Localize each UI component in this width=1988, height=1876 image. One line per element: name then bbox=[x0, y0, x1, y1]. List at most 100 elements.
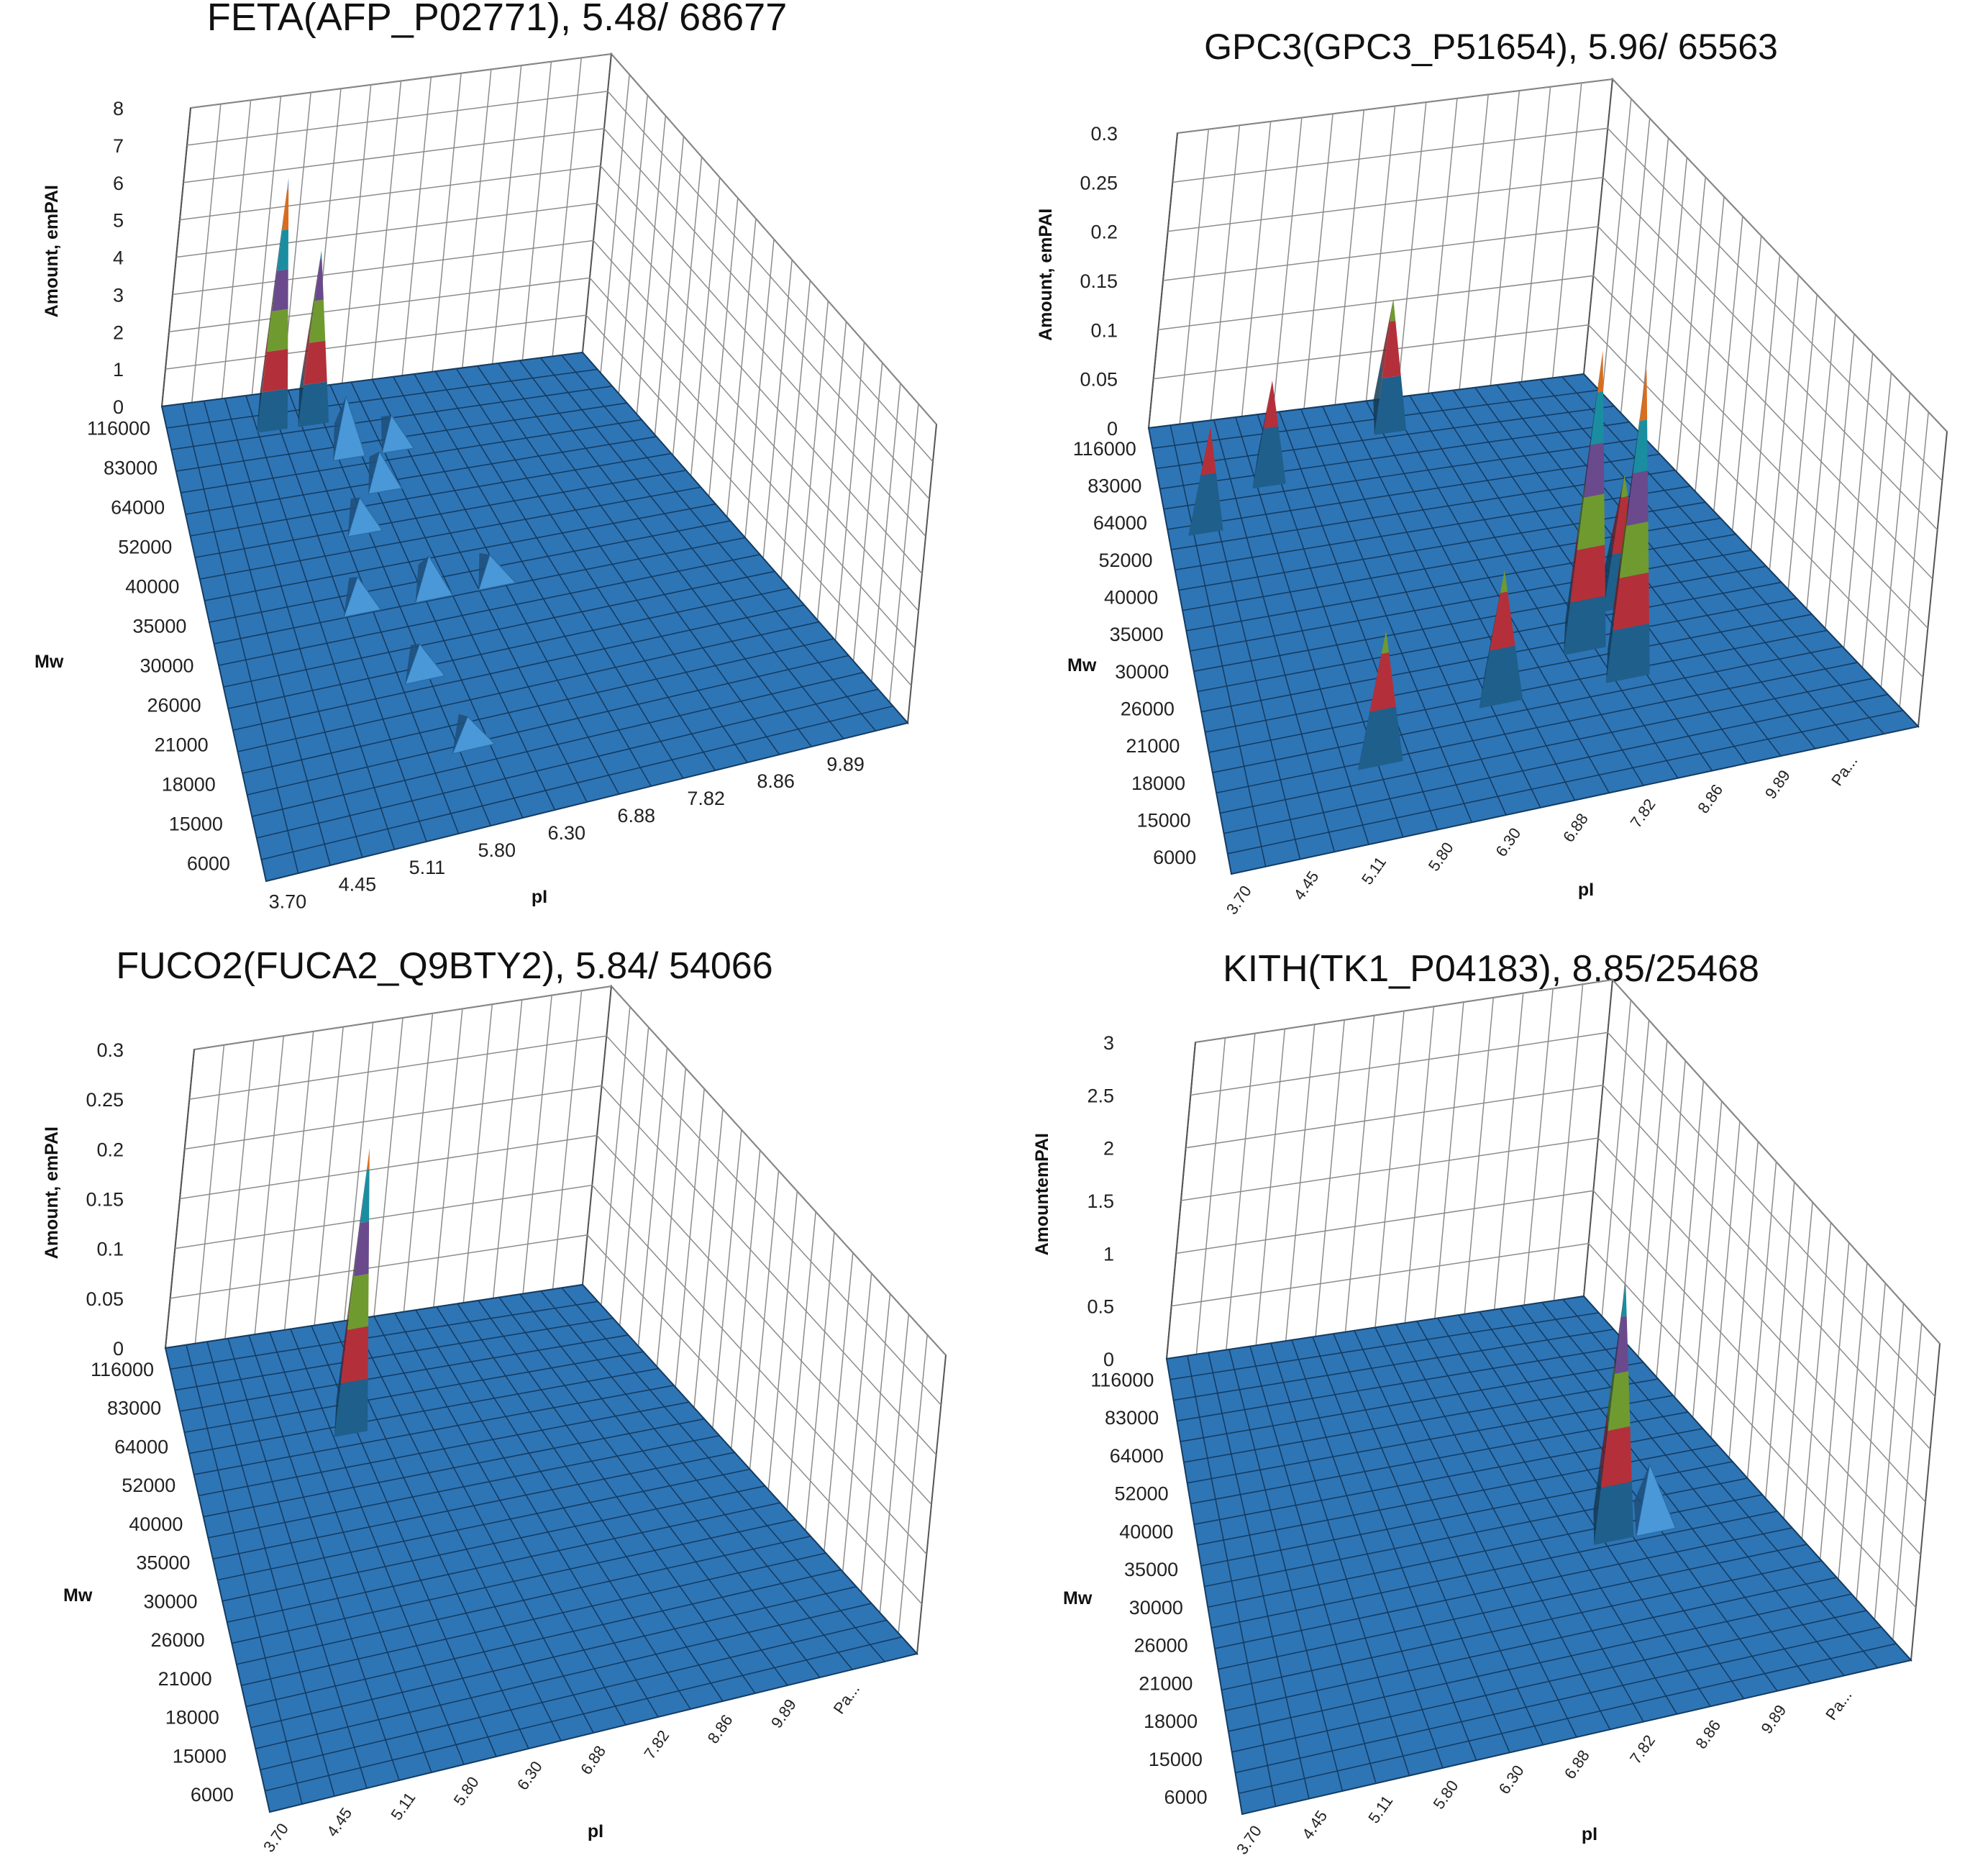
pi-tick-label: 3.70 bbox=[269, 891, 307, 913]
z-gridline bbox=[1190, 1032, 1935, 1397]
z-gridline bbox=[189, 1035, 941, 1406]
pi-tick-label: Pa... bbox=[1828, 752, 1861, 789]
z-tick-label: 1 bbox=[113, 359, 124, 381]
floor-gridline bbox=[1183, 1378, 1659, 1463]
z-tick-label: 0.3 bbox=[96, 1039, 124, 1061]
z-tick-label: 0 bbox=[113, 396, 124, 418]
floor-gridline bbox=[209, 520, 731, 623]
floor-gridline bbox=[255, 1603, 872, 1749]
peak-band-side bbox=[1479, 629, 1493, 709]
peak-band-shade bbox=[1626, 461, 1634, 526]
mw-tick-label: 64000 bbox=[1093, 512, 1147, 534]
floor-gridline bbox=[208, 1435, 720, 1539]
z-tick-label: 5 bbox=[113, 210, 124, 232]
z-tick-label: 2 bbox=[113, 322, 124, 343]
pi-tick-label: 5.80 bbox=[1429, 1777, 1462, 1812]
peak bbox=[1606, 368, 1650, 683]
floor-gridline bbox=[228, 587, 790, 709]
mw-tick-label: 26000 bbox=[147, 695, 201, 716]
pi-axis-title: pI bbox=[588, 1821, 603, 1841]
mw-tick-label: 26000 bbox=[1134, 1635, 1188, 1657]
mw-tick-label: 15000 bbox=[169, 814, 223, 835]
mw-tick-label: 30000 bbox=[1115, 661, 1169, 683]
mw-tick-label: 6000 bbox=[1164, 1787, 1208, 1808]
pi-tick-label: 3.70 bbox=[260, 1820, 292, 1855]
pi-tick-label: Pa... bbox=[1822, 1686, 1855, 1723]
peak-band-shade bbox=[1563, 573, 1572, 655]
mw-tick-label: 21000 bbox=[1139, 1672, 1193, 1694]
peak-side bbox=[452, 714, 468, 754]
peak-band-side bbox=[314, 257, 321, 301]
peak-band-shade bbox=[1500, 570, 1505, 593]
mw-tick-label: 116000 bbox=[91, 1359, 154, 1380]
peak-band bbox=[320, 250, 322, 259]
floor-gridline bbox=[218, 554, 760, 666]
floor-gridline bbox=[222, 1485, 765, 1602]
mw-tick-label: 26000 bbox=[151, 1629, 205, 1651]
peak-band bbox=[347, 1273, 369, 1330]
peak-band bbox=[1590, 391, 1604, 445]
peak-band bbox=[1620, 475, 1628, 498]
floor-gridline bbox=[188, 1367, 659, 1454]
z-axis-title: Amount, emPAI bbox=[42, 185, 62, 317]
peak-side bbox=[415, 555, 429, 603]
peak-band-side bbox=[1382, 316, 1390, 378]
pi-tick-label: 4.45 bbox=[1298, 1807, 1331, 1842]
floor-gridline bbox=[1210, 1511, 1778, 1629]
peak-band-side bbox=[1252, 412, 1267, 489]
z-tick-label: 3 bbox=[113, 284, 124, 306]
z-gridline bbox=[193, 985, 947, 1356]
z-tick-label: 6 bbox=[113, 173, 124, 194]
pi-tick-label: 6.88 bbox=[1561, 1747, 1593, 1782]
chart-kith: KITH(TK1_P04183), 8.85/25468 0 0.5 1 1.5 2 2.5… bbox=[1032, 948, 1941, 1858]
floor-gridline bbox=[1216, 662, 1858, 794]
peak bbox=[380, 414, 415, 454]
peak bbox=[257, 177, 289, 433]
peak-band bbox=[340, 1326, 369, 1384]
peak-band-side bbox=[1620, 475, 1625, 498]
mw-axis-title: Mw bbox=[1067, 655, 1097, 675]
floor-gridline bbox=[179, 1334, 629, 1412]
peak-side bbox=[347, 497, 360, 537]
peak-band bbox=[1570, 545, 1605, 603]
z-gridline bbox=[1185, 1084, 1931, 1450]
chart-gpc3: GPC3(GPC3_P51654), 5.96/ 65563 0 0.05 0.1 0.… bbox=[1036, 27, 1948, 918]
pi-tick-label: 4.45 bbox=[339, 874, 377, 896]
pi-axis-title: pI bbox=[532, 887, 547, 907]
z-tick-label: 4 bbox=[113, 247, 124, 269]
peak-band-shade bbox=[334, 1352, 343, 1437]
peak-band-shade bbox=[267, 291, 274, 352]
z-gridline bbox=[170, 1234, 923, 1605]
z-tick-label: 0 bbox=[1107, 418, 1118, 440]
peak-band-side bbox=[1373, 358, 1382, 435]
peak-band-shade bbox=[1490, 586, 1502, 651]
peak-band-shade bbox=[1252, 412, 1267, 489]
floor-gridline bbox=[199, 486, 701, 580]
pi-tick-label: 5.80 bbox=[1425, 839, 1457, 874]
peak-band-shade bbox=[304, 323, 310, 386]
pi-tick-label: 4.45 bbox=[323, 1804, 355, 1839]
z-gridline bbox=[1172, 127, 1943, 481]
mw-tick-label: 83000 bbox=[104, 457, 158, 479]
pi-tick-label: 6.30 bbox=[1495, 1762, 1528, 1797]
peak-band bbox=[1584, 442, 1605, 498]
floor-gridline bbox=[1177, 1345, 1629, 1422]
peak-band-side bbox=[262, 325, 269, 393]
peak-band-side bbox=[1619, 508, 1628, 578]
z-gridline bbox=[175, 202, 923, 574]
pi-tick-label: 9.89 bbox=[767, 1695, 800, 1731]
z-gridline bbox=[1176, 1190, 1921, 1555]
peak-band-shade bbox=[309, 290, 316, 343]
peak bbox=[342, 575, 382, 618]
peak-band-side bbox=[347, 1260, 355, 1330]
chart-title: FETA(AFP_P02771), 5.48/ 68677 bbox=[207, 0, 787, 39]
mw-tick-label: 64000 bbox=[1110, 1445, 1164, 1467]
floor-gridline bbox=[1227, 709, 1904, 855]
floor-gridline bbox=[1159, 422, 1630, 490]
peak-side bbox=[368, 451, 380, 494]
peak-band bbox=[354, 1221, 370, 1277]
pi-tick-label: 9.89 bbox=[1761, 767, 1794, 802]
z-tick-label: 2.5 bbox=[1087, 1085, 1114, 1106]
z-tick-label: 0.15 bbox=[1080, 270, 1118, 292]
z-tick-label: 0.1 bbox=[96, 1239, 124, 1260]
